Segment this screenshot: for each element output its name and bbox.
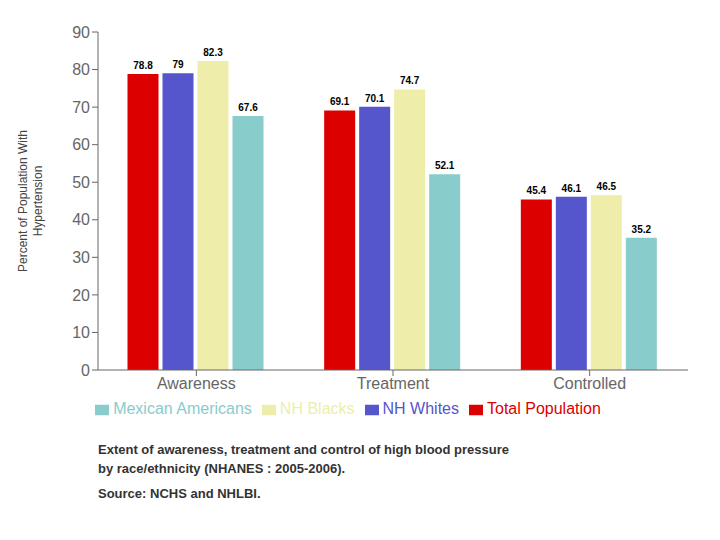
svg-text:69.1: 69.1: [330, 96, 350, 107]
svg-text:46.5: 46.5: [597, 181, 617, 192]
svg-text:50: 50: [72, 174, 90, 191]
svg-text:70: 70: [72, 99, 90, 116]
svg-text:Percent of Population WithHype: Percent of Population WithHypertension: [16, 130, 45, 272]
html-text:by race/ethnicity (NHANES : 20: by race/ethnicity (NHANES : 2005-2006).: [98, 461, 346, 476]
svg-text:45.4: 45.4: [527, 185, 547, 196]
svg-text:80: 80: [72, 61, 90, 78]
html-text:Mexican Americans: Mexican Americans: [113, 400, 252, 417]
svg-text:46.1: 46.1: [562, 183, 582, 194]
svg-text:60: 60: [72, 136, 90, 153]
svg-text:78.8: 78.8: [133, 60, 153, 71]
svg-text:35.2: 35.2: [632, 224, 652, 235]
svg-text:Awareness: Awareness: [157, 375, 236, 392]
svg-text:Controlled: Controlled: [553, 375, 626, 392]
svg-text:40: 40: [72, 211, 90, 228]
svg-text:82.3: 82.3: [203, 47, 223, 58]
html-text:NH Blacks: NH Blacks: [279, 400, 355, 417]
svg-text:79: 79: [172, 59, 184, 70]
svg-text:67.6: 67.6: [238, 102, 258, 113]
svg-text:30: 30: [72, 249, 90, 266]
svg-text:74.7: 74.7: [400, 75, 420, 86]
svg-text:Treatment: Treatment: [357, 375, 430, 392]
svg-text:70.1: 70.1: [365, 93, 385, 104]
html-text:Total Population: Total Population: [487, 400, 601, 417]
svg-text:90: 90: [72, 24, 90, 41]
svg-text:20: 20: [72, 287, 90, 304]
svg-text:10: 10: [72, 324, 90, 341]
html-text:Source: NCHS and NHLBI.: Source: NCHS and NHLBI.: [98, 486, 261, 501]
html-text:NH Whites: NH Whites: [382, 400, 459, 417]
html-text:Extent of awareness, treatment: Extent of awareness, treatment and contr…: [98, 442, 509, 457]
svg-text:52.1: 52.1: [435, 160, 455, 171]
svg-text:0: 0: [81, 362, 90, 379]
